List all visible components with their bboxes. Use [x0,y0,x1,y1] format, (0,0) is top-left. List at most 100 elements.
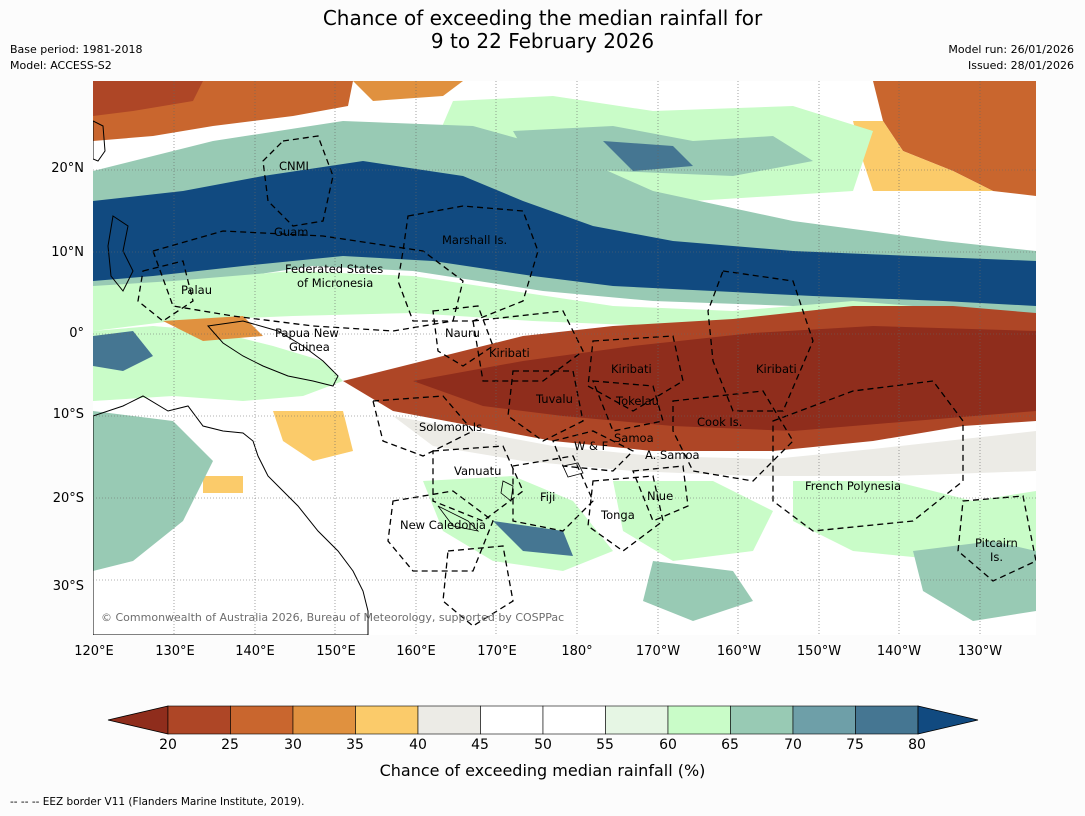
new-caledonia-island [437,505,480,532]
label-fiji: Fiji [540,490,555,504]
dry-edge-ne [853,121,993,191]
wet-south-1 [493,521,573,556]
philippines-coast [107,215,134,292]
colorbar-tick: 80 [908,737,926,753]
colorbar-cell [730,705,794,735]
place-labels: CNMI Guam Marshall Is. Federated States … [101,159,1018,624]
eez-niue [632,465,689,522]
colorbar-over-arrow [917,705,979,735]
map-field [93,81,1036,635]
colorbar-tick: 30 [284,737,302,753]
base-period: Base period: 1981-2018 [10,43,143,56]
lon-label-150e: 150°E [316,644,356,659]
label-fsm-line2: of Micronesia [297,276,373,290]
colorbar-cell [417,705,481,735]
eez-cook [672,390,794,482]
meta-left: Base period: 1981-2018 Model: ACCESS-S2 [10,42,142,74]
eez-palau [137,260,194,322]
colorbar-cells [107,705,979,735]
lon-label-170e: 170°E [477,644,517,659]
moist-west-australia [93,411,213,571]
lon-label-120e: 120°E [74,644,114,659]
eez-tuvalu [507,370,584,442]
dry-patch-australia [203,476,243,493]
eez-kiribati-e [707,270,814,412]
lat-label-10s: 10°S [52,407,84,422]
label-french-polynesia: French Polynesia [805,479,901,493]
colorbar-tick: 55 [596,737,614,753]
colorbar-cell [792,705,856,735]
colorbar-tick: 60 [659,737,677,753]
lat-label-20n: 20°N [51,161,84,176]
colorbar-label: Chance of exceeding median rainfall (%) [379,761,706,780]
label-pitcairn-line1: Pitcairn [975,536,1018,550]
colorbar-cell [230,705,294,735]
lon-label-160w: 160°W [716,644,762,659]
label-new-caledonia: New Caledonia [400,518,486,532]
lat-label-20s: 20°S [52,491,84,506]
eez-vanuatu [432,445,524,522]
colorbar-tick: 75 [846,737,864,753]
colorbar-cell [167,705,231,735]
colorbar-tick: 35 [346,737,364,753]
label-pitcairn-line2: Is. [990,550,1003,564]
lon-label-130w: 130°W [957,644,1003,659]
label-kiribati-central: Kiribati [611,362,652,376]
label-palau: Palau [181,283,212,297]
model-name: Model: ACCESS-S2 [10,59,112,72]
colorbar-cell [292,705,356,735]
eez-tokelau [592,380,664,432]
lon-label-160e: 160°E [396,644,436,659]
model-run: Model run: 26/01/2026 [948,43,1074,56]
dry-area-nw-core [93,81,203,116]
label-kiribati-west: Kiribati [489,346,530,360]
moist-south-2 [613,481,773,561]
label-guam: Guam [274,225,308,239]
label-kiribati-east: Kiribati [756,362,797,376]
colorbar-tick: 20 [159,737,177,753]
lon-label-170w: 170°W [635,644,681,659]
meta-right: Model run: 26/01/2026 Issued: 28/01/2026 [948,42,1074,74]
dry-tongue-edge [393,416,1036,476]
fiji-islands [562,462,584,478]
label-american-samoa: A. Samoa [645,448,700,462]
colorbar-cell [355,705,419,735]
colorbar-cell [605,705,669,735]
eez-solomon [372,395,475,457]
label-marshall: Marshall Is. [442,233,507,247]
label-png-line1: Papua New [275,326,339,340]
australia-coast [93,395,369,635]
eez-new-caledonia [387,490,494,572]
eez-wf-samoa [552,430,635,472]
moist-south-4 [643,561,753,621]
colorbar [107,705,979,735]
copyright-notice: © Commonwealth of Australia 2026, Bureau… [101,611,564,624]
moist-south-3 [793,481,1036,561]
lat-label-10n: 10°N [51,245,84,260]
colorbar-tick: 70 [784,737,802,753]
label-solomon: Solomon Is. [419,420,486,434]
eez-norfolk [442,545,514,627]
dry-area-ne [873,81,1036,196]
colorbar-tick: 50 [534,737,552,753]
colorbar-tick: 25 [221,737,239,753]
dry-coral-sea [273,411,353,461]
lon-label-130e: 130°E [155,644,195,659]
dry-tongue-core [413,326,1036,431]
label-tokelau: Tokelau [615,394,659,408]
issued-date: Issued: 28/01/2026 [967,59,1074,72]
title-line-2: 9 to 22 February 2026 [430,29,655,53]
wet-maritime [93,331,153,371]
lat-label-0: 0° [69,326,84,341]
label-tuvalu: Tuvalu [535,392,573,406]
lon-label-140w: 140°W [876,644,922,659]
label-png-line2: Guinea [289,340,330,354]
new-guinea-coast [207,320,339,387]
lon-label-140e: 140°E [235,644,275,659]
lat-label-30s: 30°S [52,579,84,594]
eez-fsm [152,230,464,332]
colorbar-under-arrow [107,705,169,735]
graticule [93,81,1036,635]
colorbar-cell [480,705,544,735]
eez-french-polynesia [772,380,964,532]
